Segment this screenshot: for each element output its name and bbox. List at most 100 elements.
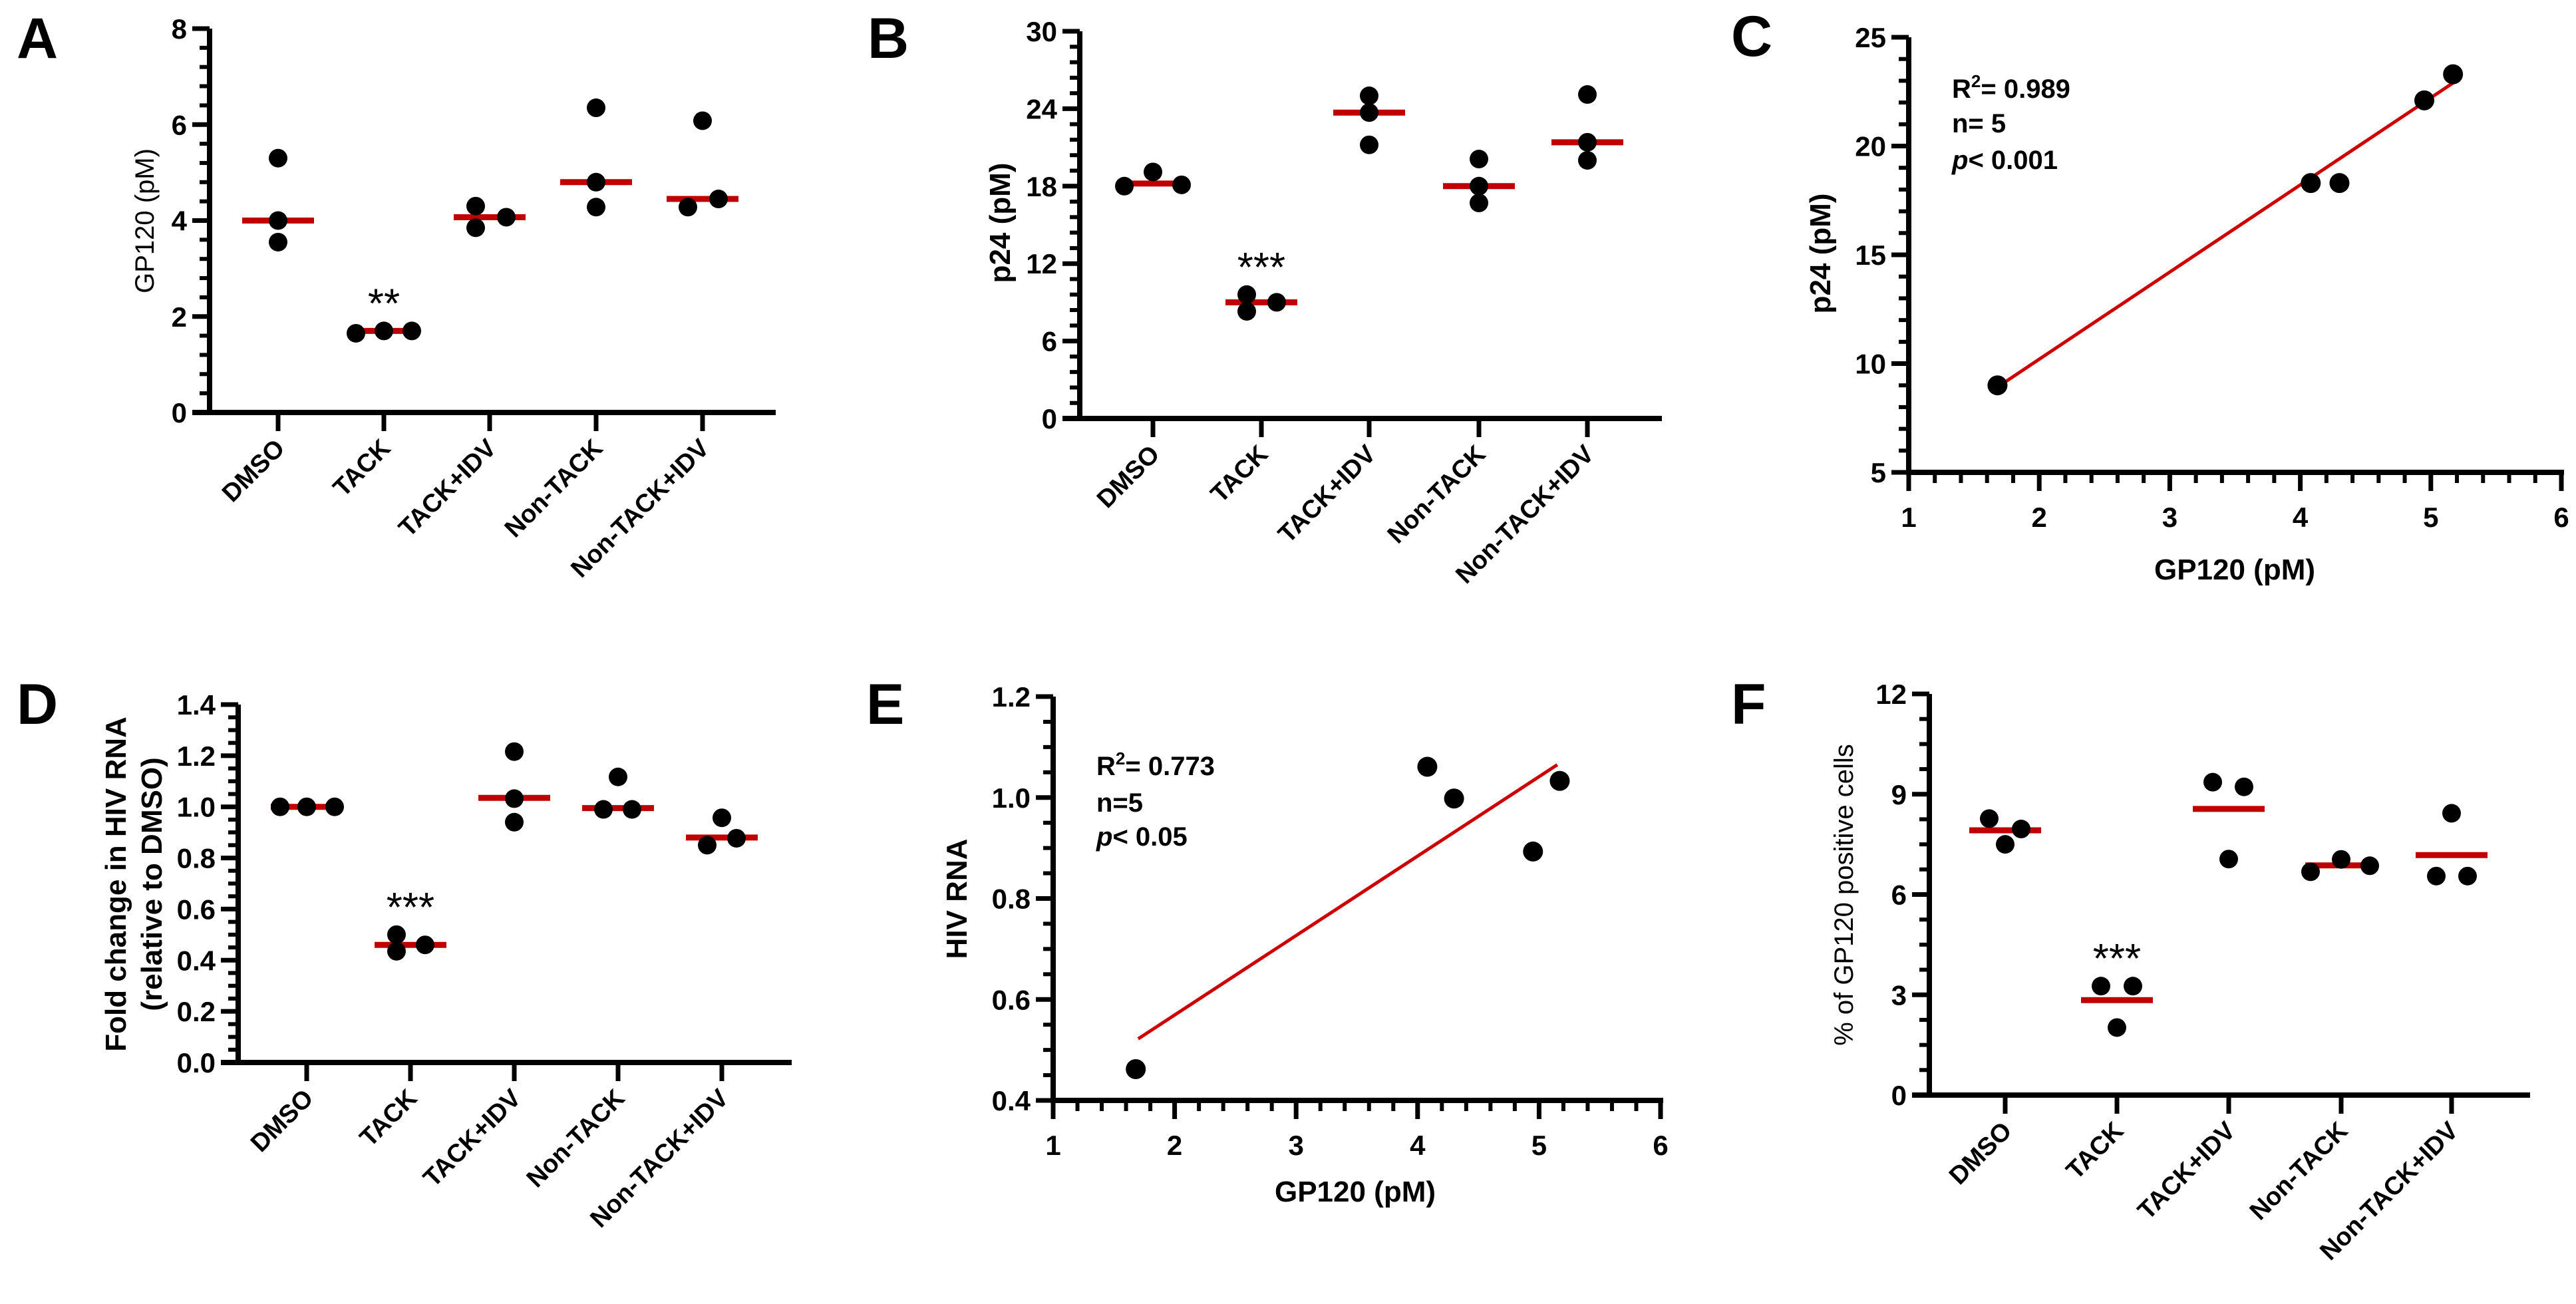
data-point — [505, 789, 524, 808]
x-tick-label: 6 — [2553, 502, 2569, 533]
data-point — [2329, 173, 2350, 194]
data-point — [1237, 301, 1256, 321]
data-point — [325, 797, 344, 816]
y-tick-label: 0.6 — [992, 984, 1031, 1015]
p-value: < 0.05 — [1112, 822, 1187, 852]
x-tick-label: 3 — [1289, 1130, 1304, 1161]
x-tick-label: 1 — [1901, 502, 1916, 533]
data-point — [1470, 194, 1488, 213]
group-non-tack — [2301, 850, 2379, 882]
y-tick-label: 9 — [1891, 779, 1907, 810]
y-tick-label: 0.4 — [992, 1085, 1031, 1116]
y-axis-title: Fold change in HIV RNA — [100, 717, 132, 1052]
y-tick-label: 6 — [1042, 326, 1057, 357]
data-point — [1578, 151, 1597, 170]
group-tack — [375, 925, 446, 961]
significance-marker: *** — [387, 885, 434, 931]
data-point — [297, 797, 316, 816]
group-non-tack-idv — [1551, 85, 1623, 170]
group-tack-idv — [2193, 772, 2265, 869]
y-axis-title: GP120 (pM) — [130, 148, 160, 293]
data-point — [1360, 103, 1378, 122]
y-tick-label: 12 — [1875, 679, 1907, 710]
x-category-label: Non-TACK — [2245, 1116, 2354, 1225]
y-tick-label: 0.8 — [177, 843, 216, 874]
y-tick-label: 24 — [1026, 93, 1057, 124]
data-point — [1360, 86, 1378, 105]
data-point — [727, 828, 746, 848]
data-point — [2458, 866, 2477, 886]
panel-D-dot-plot: 0.0 0.2 0.4 0.6 0.8 1.0 1.2 1.4 DMSO TACKTACK+IDV… — [100, 689, 792, 1233]
group-tack — [1225, 285, 1297, 321]
data-point — [1987, 375, 2008, 396]
r-squared-text: R2= 0.989 — [1952, 71, 2070, 104]
data-point — [402, 321, 421, 341]
x-category-label: TACK — [328, 434, 397, 502]
data-point — [2108, 1018, 2126, 1037]
data-point — [347, 323, 365, 343]
x-tick-label: 5 — [1531, 1130, 1547, 1161]
y-tick-label: 25 — [1855, 22, 1886, 53]
y-tick-label: 4 — [172, 206, 188, 237]
data-point — [387, 925, 406, 944]
data-point — [679, 198, 697, 217]
y-tick-label: 18 — [1026, 171, 1057, 202]
panel-letter-a: A — [17, 7, 58, 71]
data-point — [1549, 770, 1570, 791]
data-point — [1523, 841, 1543, 862]
data-point — [2219, 850, 2238, 869]
data-point — [698, 836, 717, 855]
x-tick-label: 2 — [1167, 1130, 1182, 1161]
x-tick-label: 1 — [1045, 1130, 1060, 1161]
data-point — [505, 742, 524, 761]
data-point — [1444, 788, 1464, 809]
n-text: n=5 — [1096, 788, 1143, 818]
data-point — [709, 190, 728, 209]
x-tick-label: 4 — [2293, 502, 2309, 533]
data-point — [375, 321, 393, 341]
x-category-label: TACK — [355, 1084, 423, 1152]
r-superscript: 2 — [1971, 71, 1981, 91]
x-axis-title: GP120 (pM) — [1275, 1176, 1436, 1208]
y-axis-title: HIV RNA — [941, 839, 973, 959]
group-non-tack-idv — [2416, 804, 2488, 886]
data-point — [387, 941, 406, 961]
data-point — [1267, 293, 1286, 312]
data-point — [466, 196, 485, 216]
y-tick-label: 0.4 — [177, 945, 216, 976]
data-point — [1237, 285, 1256, 304]
x-category-label: Non-TACK — [522, 1084, 631, 1193]
data-point — [2414, 90, 2434, 110]
data-point — [2012, 820, 2030, 839]
group-dmso — [1115, 162, 1191, 196]
y-tick-label: 12 — [1026, 248, 1057, 279]
regression-fit-line — [1137, 763, 1559, 1041]
data-point — [2124, 977, 2142, 996]
panel-letter-d: D — [17, 673, 58, 736]
y-tick-label: 0.2 — [177, 996, 216, 1027]
r-label: R — [1096, 752, 1116, 781]
x-category-label: Non-TACK — [500, 434, 609, 543]
y-tick-label: 1.0 — [177, 792, 216, 823]
x-category-label: TACK+IDV — [1273, 440, 1382, 548]
data-point — [1126, 1059, 1146, 1079]
n-text: n= 5 — [1952, 109, 2006, 138]
y-tick-label: 6 — [1891, 880, 1907, 911]
x-category-label: Non-TACK — [1382, 440, 1492, 549]
data-point — [623, 800, 641, 819]
p-label: p — [1096, 822, 1112, 852]
panel-letter-c: C — [1731, 5, 1772, 69]
y-tick-label: 2 — [172, 301, 187, 333]
significance-marker: *** — [2093, 936, 2141, 982]
data-point — [587, 172, 605, 192]
group-tack-idv — [478, 742, 550, 832]
p-value-text: p< 0.001 — [1951, 146, 2058, 175]
x-category-label: TACK+IDV — [2133, 1116, 2241, 1225]
y-tick-label: 1.2 — [177, 740, 216, 772]
data-point — [1980, 809, 1999, 828]
data-point — [1144, 162, 1162, 182]
y-tick-label: 1.0 — [992, 782, 1031, 814]
group-tack-idv — [454, 196, 526, 238]
